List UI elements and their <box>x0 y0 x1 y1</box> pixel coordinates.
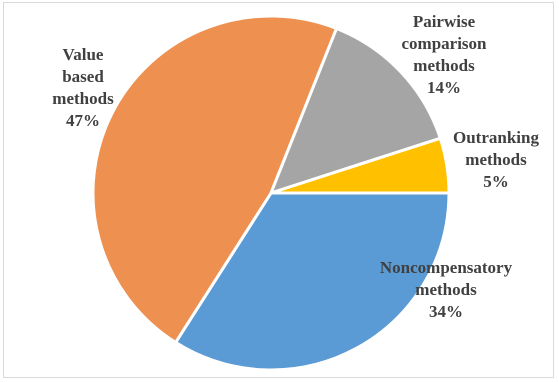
pie-labels: Noncompensatory methods 34% Value based metho… <box>52 12 539 321</box>
data-label-value-based-methods: Value based methods 47% <box>52 45 114 130</box>
data-label-outranking-methods: Outranking methods 5% <box>453 128 539 191</box>
data-label-noncompensatory-methods: Noncompensatory methods 34% <box>380 258 513 321</box>
data-label-pairwise-comparison-methods: Pairwise comparison methods 14% <box>402 12 488 97</box>
pie-slice-value-based-methods <box>91 14 339 345</box>
pie-slices <box>91 14 451 372</box>
pie-slice-outranking-methods <box>270 136 451 195</box>
